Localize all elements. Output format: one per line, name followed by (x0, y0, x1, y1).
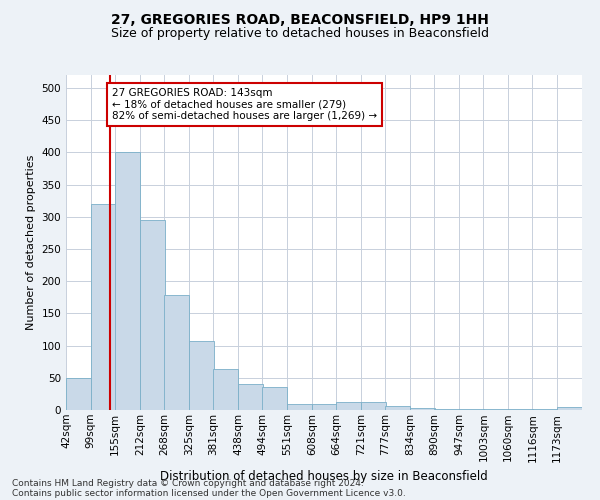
Bar (262, 388, 287, 410)
Bar (287, 404, 312, 410)
Text: 27 GREGORIES ROAD: 143sqm
← 18% of detached houses are smaller (279)
82% of semi: 27 GREGORIES ROAD: 143sqm ← 18% of detac… (112, 88, 377, 121)
Text: Size of property relative to detached houses in Beaconsfield: Size of property relative to detached ho… (111, 28, 489, 40)
Bar (213, 370, 238, 410)
Text: 27, GREGORIES ROAD, BEACONSFIELD, HP9 1HH: 27, GREGORIES ROAD, BEACONSFIELD, HP9 1H… (111, 12, 489, 26)
Bar (557, 408, 582, 410)
Bar (164, 296, 189, 410)
Bar (385, 406, 410, 410)
Bar (66, 378, 91, 410)
Bar (434, 408, 459, 410)
Text: Contains public sector information licensed under the Open Government Licence v3: Contains public sector information licen… (12, 488, 406, 498)
Bar (91, 204, 116, 410)
Y-axis label: Number of detached properties: Number of detached properties (26, 155, 36, 330)
Bar (115, 152, 140, 410)
Bar (410, 408, 435, 410)
Bar (140, 220, 164, 410)
Bar (361, 402, 386, 410)
Bar (189, 341, 214, 410)
Bar (336, 402, 361, 410)
X-axis label: Distribution of detached houses by size in Beaconsfield: Distribution of detached houses by size … (160, 470, 488, 483)
Bar (238, 384, 263, 410)
Bar (312, 404, 337, 410)
Text: Contains HM Land Registry data © Crown copyright and database right 2024.: Contains HM Land Registry data © Crown c… (12, 478, 364, 488)
